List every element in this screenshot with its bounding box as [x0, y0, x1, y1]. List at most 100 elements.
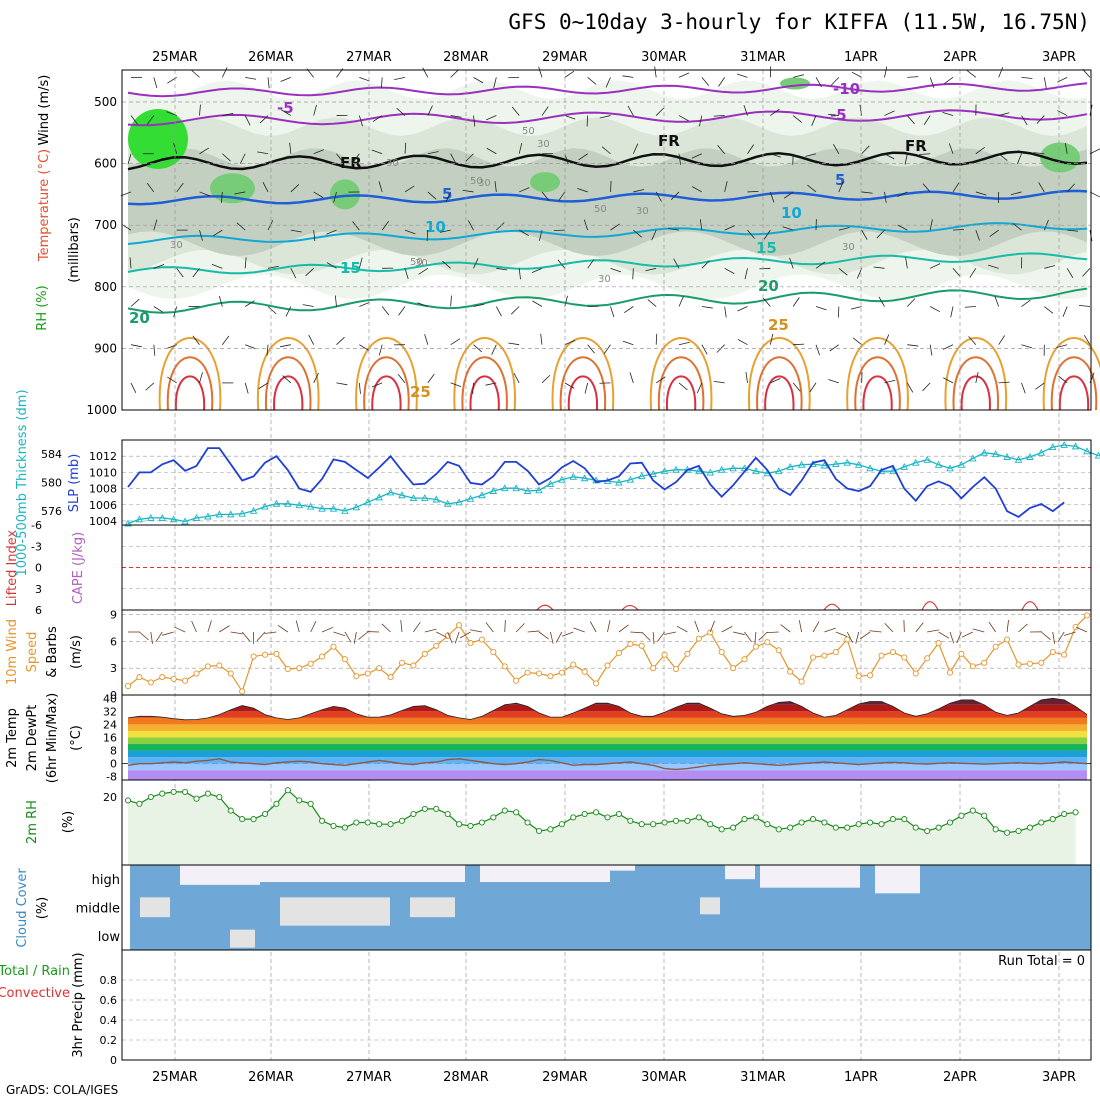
wind-barb — [519, 187, 530, 193]
cloud-middle-gap — [410, 897, 455, 918]
wind-barb — [352, 153, 360, 163]
warm-temp-contour — [1050, 356, 1098, 411]
wind-barb — [422, 67, 429, 78]
wind-barb — [289, 142, 292, 154]
wind-barb — [381, 306, 390, 316]
wind-speed-line-point — [912, 670, 919, 677]
rh-line-point — [638, 821, 645, 828]
thickness-line-point — [409, 494, 418, 502]
thickness-line-point — [1026, 453, 1034, 460]
surface-wind-barb — [139, 631, 149, 641]
thickness-line-point — [443, 499, 452, 507]
wind-barb — [907, 76, 919, 78]
surface-wind-barb — [174, 626, 186, 633]
wind-barb — [510, 306, 520, 315]
label-convective: Convective — [0, 986, 70, 1001]
date-label-bottom-1APR: 1APR — [844, 1070, 878, 1085]
wind-barb — [564, 340, 576, 346]
thickness-line-point — [226, 510, 235, 518]
wind-barb — [830, 77, 840, 86]
wind-barb — [633, 189, 645, 193]
wind-barb — [852, 337, 862, 346]
thickness-line-point — [386, 488, 395, 496]
date-label-bottom-25MAR: 25MAR — [152, 1070, 198, 1085]
warm-temp-contour — [567, 375, 598, 411]
ytick-upper-900: 900 — [94, 341, 117, 355]
temp-contour-20 — [127, 287, 1088, 314]
contour-label: 50 — [522, 126, 535, 137]
wind-barb — [770, 153, 781, 158]
rh-line-point — [787, 824, 794, 831]
temp-band — [128, 744, 1087, 751]
temp-band — [128, 717, 1087, 725]
contour-label: 30 — [478, 178, 491, 189]
wind-barb — [876, 229, 885, 239]
wind-speed-line-point — [889, 649, 896, 656]
surface-wind-barb — [436, 631, 448, 638]
wind-barb — [153, 77, 158, 89]
wind-barb — [1082, 68, 1091, 78]
warm-temp-contour — [756, 356, 803, 411]
wind-barb — [792, 382, 801, 392]
thickness-line-point — [500, 484, 509, 492]
wind-speed-line-point — [524, 669, 531, 676]
wind-barb — [736, 73, 748, 78]
lifted-index-mark — [921, 601, 939, 611]
surface-wind-barb — [949, 631, 955, 644]
rh-line-point — [250, 816, 257, 823]
date-label-top-25MAR: 25MAR — [152, 50, 198, 65]
wind-barb — [508, 342, 520, 346]
wind-barb — [485, 382, 497, 386]
date-label-bottom-28MAR: 28MAR — [443, 1070, 489, 1085]
wind-barb — [398, 306, 406, 316]
rh-line-point — [1026, 824, 1033, 831]
thickness-line-point — [363, 498, 372, 506]
thickness-line-point — [1060, 441, 1068, 448]
surface-wind-barb — [424, 628, 437, 633]
warm-temp-contour — [764, 375, 795, 411]
wind-barb — [1044, 306, 1054, 314]
wind-barb — [1082, 268, 1091, 277]
wind-barb — [873, 266, 885, 269]
wind-barb — [792, 115, 802, 123]
surface-wind-barb — [454, 631, 460, 644]
wind-barb — [718, 77, 725, 87]
wind-speed-line-point — [319, 653, 326, 660]
wind-speed-line-point — [341, 656, 348, 663]
wind-speed-line-point — [650, 665, 657, 672]
rh-line-point — [376, 821, 383, 828]
surface-wind-barb — [589, 621, 597, 633]
wind-barb — [313, 230, 316, 242]
wind-barb — [691, 153, 702, 159]
wind-barb — [829, 344, 840, 352]
surface-wind-barb — [295, 620, 300, 633]
thickness-line-point — [797, 460, 806, 468]
thickness-line-point — [523, 487, 532, 494]
wind-barb — [923, 115, 931, 125]
surface-wind-barb — [1052, 631, 1056, 644]
rh-line-point — [821, 819, 828, 826]
surface-wind-barb — [191, 620, 197, 633]
wind-barb — [701, 344, 708, 355]
surface-wind-barb — [155, 631, 163, 643]
ytick-precip: 0.8 — [100, 974, 118, 987]
rh-line-point — [410, 810, 417, 818]
rh-line-point — [467, 822, 474, 829]
surface-wind-barb — [162, 631, 174, 636]
thickness-line-point — [946, 464, 954, 472]
wind-barb — [336, 336, 345, 345]
wind-speed-line-point — [433, 642, 440, 649]
wind-barb — [832, 144, 840, 154]
wind-barb — [1035, 382, 1045, 390]
wind-barb — [1057, 110, 1068, 116]
rh-line-point — [421, 805, 428, 812]
wind-barb — [966, 70, 977, 78]
rh-line-point — [341, 824, 348, 831]
rh-line-point — [239, 816, 246, 823]
surface-wind-barb — [485, 622, 494, 633]
wind-barb — [404, 185, 415, 193]
wind-barb — [724, 225, 735, 231]
wind-speed-line-point — [821, 652, 828, 659]
date-label-bottom-30MAR: 30MAR — [641, 1070, 687, 1085]
wind-barb — [313, 149, 325, 155]
